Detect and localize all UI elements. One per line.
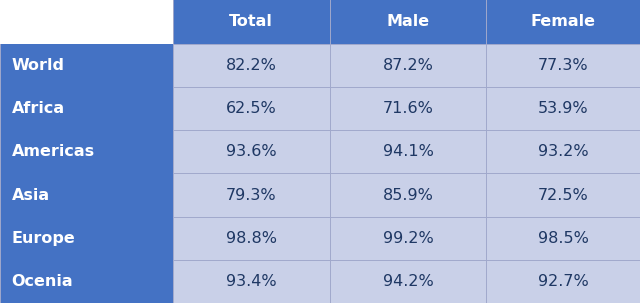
FancyBboxPatch shape [0, 44, 173, 87]
Text: Total: Total [229, 15, 273, 29]
Text: 92.7%: 92.7% [538, 274, 589, 289]
FancyBboxPatch shape [0, 217, 173, 260]
FancyBboxPatch shape [330, 217, 486, 260]
FancyBboxPatch shape [0, 87, 173, 130]
FancyBboxPatch shape [486, 0, 640, 44]
Text: 93.4%: 93.4% [226, 274, 276, 289]
FancyBboxPatch shape [173, 260, 330, 303]
Text: 62.5%: 62.5% [226, 101, 276, 116]
FancyBboxPatch shape [173, 44, 330, 87]
Text: 87.2%: 87.2% [383, 58, 433, 73]
FancyBboxPatch shape [486, 87, 640, 130]
FancyBboxPatch shape [0, 0, 173, 44]
FancyBboxPatch shape [330, 130, 486, 173]
FancyBboxPatch shape [486, 130, 640, 173]
Text: 79.3%: 79.3% [226, 188, 276, 203]
Text: 98.5%: 98.5% [538, 231, 589, 246]
Text: 77.3%: 77.3% [538, 58, 589, 73]
Text: 93.2%: 93.2% [538, 144, 589, 159]
Text: 72.5%: 72.5% [538, 188, 589, 203]
Text: Africa: Africa [12, 101, 65, 116]
FancyBboxPatch shape [330, 173, 486, 217]
FancyBboxPatch shape [173, 173, 330, 217]
FancyBboxPatch shape [330, 260, 486, 303]
FancyBboxPatch shape [0, 173, 173, 217]
Text: 94.2%: 94.2% [383, 274, 433, 289]
Text: World: World [12, 58, 65, 73]
FancyBboxPatch shape [173, 217, 330, 260]
Text: 53.9%: 53.9% [538, 101, 589, 116]
FancyBboxPatch shape [0, 130, 173, 173]
Text: Europe: Europe [12, 231, 76, 246]
Text: 85.9%: 85.9% [383, 188, 433, 203]
FancyBboxPatch shape [173, 130, 330, 173]
FancyBboxPatch shape [330, 44, 486, 87]
Text: Asia: Asia [12, 188, 50, 203]
Text: Ocenia: Ocenia [12, 274, 73, 289]
Text: 98.8%: 98.8% [226, 231, 276, 246]
FancyBboxPatch shape [173, 87, 330, 130]
Text: 82.2%: 82.2% [226, 58, 276, 73]
FancyBboxPatch shape [0, 260, 173, 303]
Text: Americas: Americas [12, 144, 95, 159]
FancyBboxPatch shape [486, 260, 640, 303]
Text: Male: Male [387, 15, 429, 29]
Text: 71.6%: 71.6% [383, 101, 433, 116]
Text: 94.1%: 94.1% [383, 144, 433, 159]
FancyBboxPatch shape [330, 87, 486, 130]
FancyBboxPatch shape [330, 0, 486, 44]
Text: 99.2%: 99.2% [383, 231, 433, 246]
Text: Female: Female [531, 15, 596, 29]
Text: 93.6%: 93.6% [226, 144, 276, 159]
FancyBboxPatch shape [486, 217, 640, 260]
FancyBboxPatch shape [486, 44, 640, 87]
FancyBboxPatch shape [173, 0, 330, 44]
FancyBboxPatch shape [486, 173, 640, 217]
